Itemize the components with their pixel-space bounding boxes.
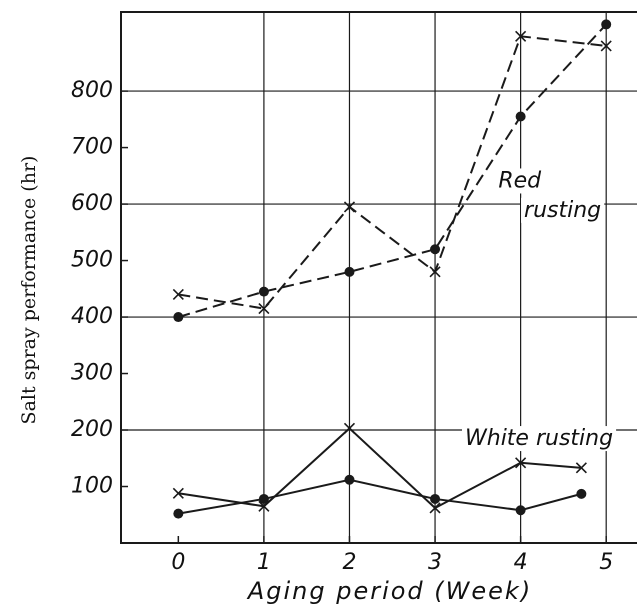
y-tick-label: 300 [71, 361, 113, 386]
point [429, 502, 441, 514]
point [258, 303, 270, 315]
x-axis-label: Aging period (Week) [246, 577, 532, 605]
x-tick-label: 2 [342, 550, 356, 575]
y-axis-label: Salt spray performance (hr) [18, 156, 40, 425]
y-tick-label: 600 [71, 191, 113, 216]
x-tick-label: 1 [257, 550, 271, 575]
y-tick-label: 700 [71, 135, 113, 160]
point [344, 266, 355, 277]
line [178, 23, 607, 319]
y-tick-label: 100 [71, 474, 113, 499]
point [601, 19, 612, 30]
annotation: Red [498, 168, 542, 193]
point [258, 500, 270, 512]
point [173, 508, 184, 519]
point [172, 487, 184, 499]
line [178, 478, 582, 515]
point [576, 488, 587, 499]
point [600, 40, 612, 52]
point [258, 493, 269, 504]
point [575, 462, 587, 474]
x-tick-label: 3 [428, 550, 442, 575]
y-tick-label: 800 [71, 78, 113, 103]
point [515, 457, 527, 469]
annotation: White rusting [465, 426, 613, 451]
point [172, 288, 184, 301]
annotation-bg [521, 197, 605, 223]
y-tick-label: 500 [71, 248, 113, 273]
x-tick-label: 0 [171, 550, 185, 575]
point [515, 505, 526, 516]
point [429, 266, 441, 278]
annotation-bg [462, 426, 617, 452]
axes [120, 11, 637, 544]
point [343, 201, 356, 213]
line [178, 35, 607, 310]
point [515, 30, 527, 42]
point [258, 286, 269, 297]
x-tick-label: 5 [599, 550, 613, 575]
point [173, 312, 184, 323]
line [178, 426, 582, 510]
y-tick-label: 200 [71, 417, 113, 442]
y-tick-label: 400 [71, 304, 113, 329]
point [515, 111, 526, 122]
point [343, 422, 356, 434]
annotation-bg [495, 168, 546, 194]
x-tick-label: 4 [514, 550, 528, 575]
point [344, 474, 355, 485]
point [430, 493, 441, 504]
point [430, 244, 441, 255]
annotation: rusting [524, 198, 601, 223]
